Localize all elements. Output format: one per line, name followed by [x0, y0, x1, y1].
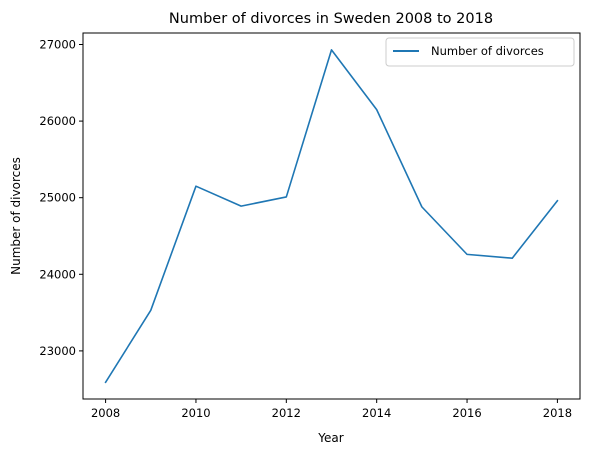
- y-tick-label: 27000: [39, 37, 76, 51]
- series-layer: [104, 49, 559, 384]
- y-tick-label: 26000: [39, 114, 76, 128]
- legend-label: Number of divorces: [431, 44, 544, 58]
- plot-area-frame: [82, 32, 581, 400]
- x-axis: 2008 2010 2012 2014 2016 2018: [91, 399, 572, 420]
- y-tick-label: 23000: [39, 344, 76, 358]
- x-tick-label: 2012: [272, 406, 301, 420]
- y-tick-label: 24000: [39, 267, 76, 281]
- y-axis: 23000 24000 25000 26000 27000: [39, 37, 83, 358]
- chart-title: Number of divorces in Sweden 2008 to 201…: [169, 11, 493, 27]
- x-tick-label: 2010: [181, 406, 210, 420]
- legend-box: [385, 37, 575, 67]
- x-tick-label: 2018: [543, 406, 572, 420]
- x-tick-label: 2008: [91, 406, 120, 420]
- legend: Number of divorces: [385, 37, 575, 67]
- y-tick-label: 25000: [39, 191, 76, 205]
- x-axis-label: Year: [317, 431, 343, 445]
- x-tick-label: 2014: [362, 406, 391, 420]
- x-tick-label: 2016: [452, 406, 481, 420]
- y-axis-label: Number of divorces: [9, 157, 23, 275]
- series-line-0: [104, 49, 559, 384]
